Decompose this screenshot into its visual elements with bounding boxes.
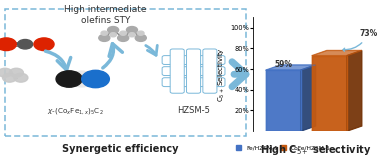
Polygon shape <box>266 65 316 70</box>
Circle shape <box>34 38 54 51</box>
Circle shape <box>108 27 119 33</box>
Circle shape <box>118 34 129 41</box>
Text: $\chi$-(Co$_x$Fe$_{1,x}$)$_5$C$_2$: $\chi$-(Co$_x$Fe$_{1,x}$)$_5$C$_2$ <box>47 106 104 116</box>
Circle shape <box>0 38 16 51</box>
Text: High C$_{5+}$ selectivity: High C$_{5+}$ selectivity <box>260 143 371 157</box>
Circle shape <box>9 68 23 77</box>
Polygon shape <box>266 70 301 131</box>
Circle shape <box>135 34 146 41</box>
Circle shape <box>126 27 138 33</box>
Circle shape <box>0 68 12 77</box>
Circle shape <box>110 33 116 37</box>
Y-axis label: C$_{5+}$ Selectivity: C$_{5+}$ Selectivity <box>217 47 228 102</box>
FancyBboxPatch shape <box>162 67 225 76</box>
Circle shape <box>138 31 144 35</box>
Circle shape <box>18 40 33 49</box>
Polygon shape <box>347 50 362 131</box>
Text: Synergetic efficiency: Synergetic efficiency <box>62 143 179 154</box>
FancyBboxPatch shape <box>186 49 201 93</box>
FancyArrowPatch shape <box>103 44 122 68</box>
FancyArrowPatch shape <box>232 62 246 87</box>
Polygon shape <box>301 65 316 131</box>
Circle shape <box>56 71 82 87</box>
Circle shape <box>129 33 135 37</box>
Circle shape <box>99 34 110 41</box>
FancyBboxPatch shape <box>162 78 225 87</box>
FancyBboxPatch shape <box>170 49 184 93</box>
FancyArrowPatch shape <box>45 51 71 70</box>
Text: 59%: 59% <box>274 60 292 69</box>
Circle shape <box>82 70 109 88</box>
Text: HZSM-5: HZSM-5 <box>177 106 210 115</box>
Circle shape <box>14 73 28 82</box>
Polygon shape <box>312 50 362 56</box>
Circle shape <box>3 73 17 82</box>
FancyBboxPatch shape <box>203 49 217 93</box>
Polygon shape <box>312 56 347 131</box>
FancyArrowPatch shape <box>146 45 157 55</box>
Circle shape <box>69 71 94 87</box>
Text: High intermediate
olefins STY: High intermediate olefins STY <box>64 5 147 25</box>
Circle shape <box>120 31 126 35</box>
Circle shape <box>101 31 108 35</box>
FancyBboxPatch shape <box>162 56 225 64</box>
Legend: Fe/HZSM-5, CoFe/HZSM-5: Fe/HZSM-5, CoFe/HZSM-5 <box>234 143 332 153</box>
Text: 73%: 73% <box>343 29 378 51</box>
